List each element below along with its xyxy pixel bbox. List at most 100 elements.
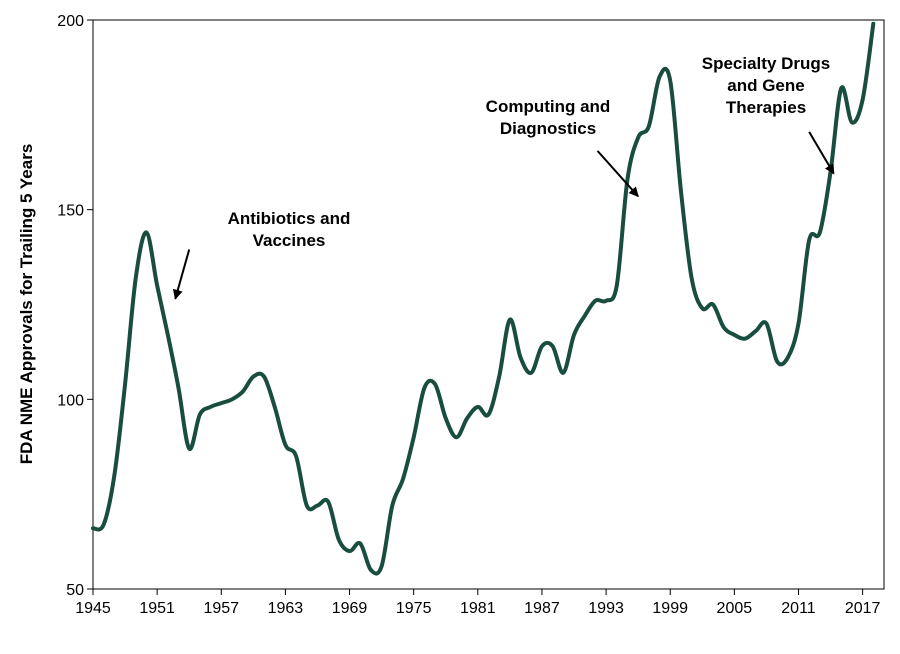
data-point <box>818 230 822 234</box>
data-point <box>166 333 170 337</box>
annotation-label: Computing and <box>486 97 611 116</box>
x-tick-label: 1963 <box>268 600 304 617</box>
data-point <box>112 473 116 477</box>
y-tick-label: 150 <box>57 203 84 220</box>
data-point <box>615 284 619 288</box>
x-tick-label: 2005 <box>717 600 753 617</box>
annotation-label: Therapies <box>726 98 806 117</box>
data-point <box>850 120 854 124</box>
data-point <box>796 321 800 325</box>
data-point <box>454 435 458 439</box>
data-point <box>668 79 672 83</box>
data-point <box>839 86 843 90</box>
data-point <box>551 344 555 348</box>
data-point <box>251 375 255 379</box>
data-point <box>508 318 512 322</box>
data-point <box>487 413 491 417</box>
data-point <box>679 189 683 193</box>
data-point <box>305 504 309 508</box>
annotation-label: Specialty Drugs <box>702 54 831 73</box>
data-point <box>807 238 811 242</box>
data-point <box>177 386 181 390</box>
data-point <box>412 435 416 439</box>
data-point <box>519 356 523 360</box>
data-point <box>390 504 394 508</box>
y-axis-title: FDA NME Approvals for Trailing 5 Years <box>17 144 36 465</box>
x-tick-label: 1957 <box>203 600 239 617</box>
data-point <box>711 303 715 307</box>
data-point <box>754 329 758 333</box>
data-point <box>369 568 373 572</box>
data-point <box>326 500 330 504</box>
x-tick-label: 2017 <box>845 600 881 617</box>
x-tick-label: 1951 <box>139 600 175 617</box>
data-point <box>422 386 426 390</box>
data-point <box>187 447 191 451</box>
data-point <box>209 405 213 409</box>
data-point <box>871 22 875 26</box>
y-tick-label: 50 <box>66 582 84 599</box>
annotation-arrow <box>808 131 835 175</box>
data-point <box>476 405 480 409</box>
x-axis: 1945 1951 1957 1963 1969 1975 1981 1987 1993 1999… <box>75 589 881 617</box>
data-point <box>380 564 384 568</box>
data-point <box>561 371 565 375</box>
data-point <box>604 299 608 303</box>
data-point <box>241 390 245 394</box>
data-point <box>764 321 768 325</box>
data-point <box>273 405 277 409</box>
data-point <box>198 413 202 417</box>
y-tick-label: 100 <box>57 392 84 409</box>
data-point <box>294 454 298 458</box>
data-point <box>690 276 694 280</box>
data-point <box>465 416 469 420</box>
x-tick-label: 1993 <box>588 600 624 617</box>
x-tick-label: 1999 <box>652 600 688 617</box>
data-point <box>636 136 640 140</box>
data-point <box>583 314 587 318</box>
series-line <box>91 21 876 576</box>
data-point <box>134 276 138 280</box>
data-point <box>775 359 779 363</box>
data-point <box>529 371 533 375</box>
data-point <box>230 397 234 401</box>
data-point <box>91 526 95 530</box>
data-point <box>732 333 736 337</box>
data-point <box>262 375 266 379</box>
data-point <box>337 538 341 542</box>
x-tick-label: 2011 <box>781 600 816 617</box>
data-point <box>401 477 405 481</box>
data-point <box>572 333 576 337</box>
data-point <box>315 504 319 508</box>
annotation-label: Antibiotics and <box>228 209 351 228</box>
data-point <box>786 356 790 360</box>
data-point <box>743 337 747 341</box>
data-point <box>658 75 662 79</box>
data-point <box>700 306 704 310</box>
data-point <box>593 299 597 303</box>
x-tick-label: 1945 <box>75 600 111 617</box>
annotation-arrow <box>172 249 191 300</box>
data-point <box>540 344 544 348</box>
x-tick-label: 1981 <box>460 600 496 617</box>
data-point <box>144 230 148 234</box>
y-axis: 50 100 150 200 <box>57 13 93 599</box>
data-point <box>444 416 448 420</box>
data-point <box>861 98 865 102</box>
annotation-label: and Gene <box>727 76 804 95</box>
data-point <box>722 325 726 329</box>
data-point <box>625 177 629 181</box>
data-point <box>348 549 352 553</box>
annotation-arrow <box>596 150 639 198</box>
y-tick-label: 200 <box>57 13 84 30</box>
annotation-label: Diagnostics <box>500 119 596 138</box>
data-point <box>497 375 501 379</box>
data-point <box>433 382 437 386</box>
x-tick-label: 1987 <box>524 600 560 617</box>
data-point <box>219 401 223 405</box>
x-tick-label: 1969 <box>332 600 368 617</box>
plot-area <box>92 19 885 590</box>
x-tick-label: 1975 <box>396 600 432 617</box>
data-point <box>283 443 287 447</box>
